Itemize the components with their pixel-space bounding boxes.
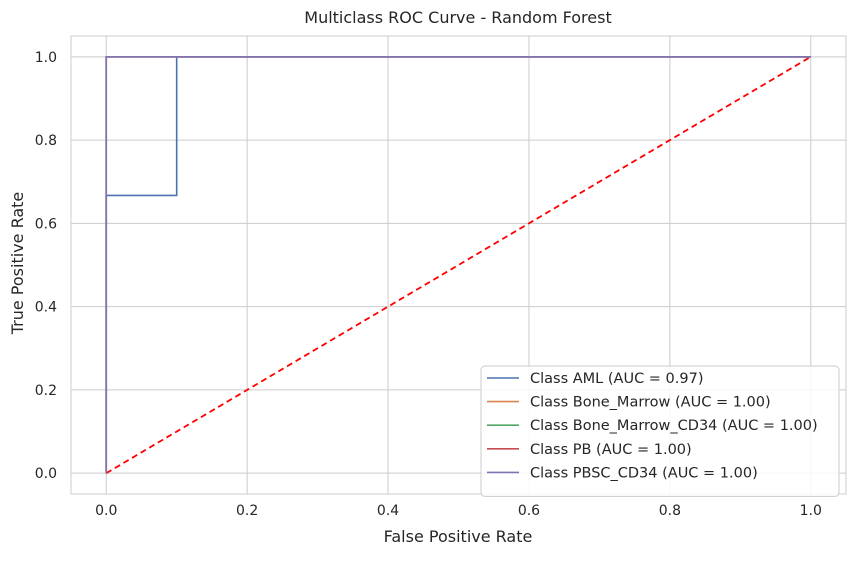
y-axis-label: True Positive Rate: [8, 192, 27, 336]
x-tick-label: 0.0: [95, 503, 117, 519]
legend-box: [480, 365, 840, 497]
legend-entry-label: Class Bone_Marrow (AUC = 1.00): [530, 395, 771, 411]
y-tick-label: 0.8: [35, 133, 57, 149]
y-tick-label: 0.6: [35, 216, 57, 232]
legend-entry-label: Class AML (AUC = 0.97): [530, 371, 704, 387]
legend-entry-label: Class PB (AUC = 1.00): [530, 442, 692, 458]
legend: Class AML (AUC = 0.97) Class Bone_Marrow …: [480, 365, 840, 497]
series-line-5: [105, 56, 811, 474]
y-tick-label: 0.4: [35, 300, 57, 316]
legend-entry-label: Class PBSC_CD34 (AUC = 1.00): [530, 465, 758, 481]
plot-frame: [70, 35, 847, 495]
reference-diagonal-line: [105, 56, 812, 474]
ticks: 0.0 0.2 0.4 0.6 0.8 1.0 0.0 0.2 0.4 0.6 0.8 1.0: [35, 50, 822, 519]
reference-line-layer: [105, 56, 812, 474]
legend-entry-label: Class Bone_Marrow_CD34 (AUC = 1.00): [530, 418, 818, 434]
x-axis-label: False Positive Rate: [384, 527, 533, 546]
y-tick-label: 0.0: [35, 466, 57, 482]
series-layer: [105, 56, 811, 474]
x-tick-label: 0.2: [236, 503, 258, 519]
y-tick-label: 0.2: [35, 383, 57, 399]
x-tick-label: 0.8: [659, 503, 681, 519]
x-tick-label: 0.6: [518, 503, 540, 519]
x-tick-label: 0.4: [377, 503, 399, 519]
chart-title: Multiclass ROC Curve - Random Forest: [304, 8, 611, 27]
y-tick-label: 1.0: [35, 50, 57, 66]
x-tick-label: 1.0: [800, 503, 822, 519]
